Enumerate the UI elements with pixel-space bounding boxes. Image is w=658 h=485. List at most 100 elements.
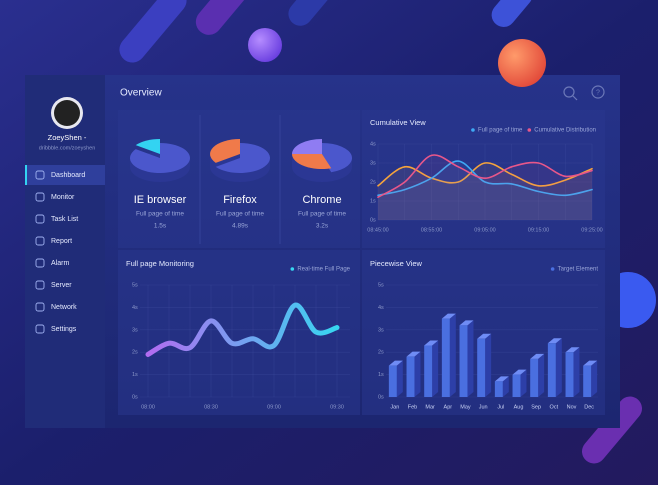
y-tick-label: 2s <box>378 350 384 356</box>
bar <box>424 345 433 397</box>
y-tick-label: 5s <box>132 282 138 288</box>
bar-top <box>512 369 527 375</box>
bar-side <box>449 313 456 397</box>
y-tick-label: 3s <box>132 327 138 333</box>
nav-item[interactable]: Report <box>51 238 72 245</box>
browser-name: IE browser <box>134 194 187 206</box>
decor <box>491 0 533 27</box>
nav-active <box>25 165 105 185</box>
bar-side <box>396 360 403 397</box>
bar <box>512 374 521 397</box>
x-tick-label: Aug <box>514 404 524 410</box>
line-series <box>377 160 593 197</box>
bar-side <box>573 347 580 397</box>
bar-side <box>414 351 421 397</box>
browser-name: Firefox <box>223 194 257 206</box>
user-name: ZoeyShen - <box>48 133 87 142</box>
bar <box>388 365 397 397</box>
bar-top <box>441 313 456 319</box>
legend-swatch <box>471 128 475 132</box>
bar-top <box>530 353 545 359</box>
bar-side <box>538 353 545 397</box>
x-tick-label: Oct <box>550 404 559 410</box>
pie-slice <box>322 143 353 173</box>
bar-side <box>432 340 439 397</box>
bar-side <box>467 320 474 397</box>
nav-icon <box>35 324 45 334</box>
line-area <box>378 154 592 220</box>
x-tick-label: Dec <box>584 404 594 410</box>
legend-label: Real-time Full Page <box>297 267 350 273</box>
nav-icon <box>35 192 45 202</box>
y-tick-label: 1s <box>378 372 384 378</box>
line-area <box>378 162 592 220</box>
x-tick-label: May <box>460 404 471 410</box>
line-series <box>145 302 340 357</box>
decor-orb <box>248 28 282 62</box>
y-tick-label: 0s <box>132 394 138 400</box>
legend-swatch <box>550 267 555 271</box>
x-tick-label: 08:00 <box>141 404 155 410</box>
bar-top <box>494 376 509 382</box>
line-series <box>377 154 593 198</box>
decor-orb <box>498 39 546 87</box>
browser-time: 4.89s <box>232 223 249 230</box>
y-tick-label: 0s <box>370 217 376 223</box>
x-tick-label: Jul <box>497 404 504 410</box>
browser-label: Full page of time <box>298 211 346 218</box>
help-icon[interactable] <box>591 85 605 99</box>
nav-item[interactable]: Dashboard <box>51 172 85 179</box>
bar <box>565 352 574 397</box>
browser-time: 3.2s <box>316 223 329 230</box>
chart-title: Cumulative View <box>370 118 426 127</box>
bar-top <box>547 338 562 344</box>
bar-top <box>477 333 492 339</box>
bar-side <box>591 360 598 397</box>
x-tick-label: 09:05:00 <box>474 227 495 233</box>
decor <box>195 0 251 35</box>
nav: Dashboard Monitor Task List Report Alarm Serv… <box>25 165 105 334</box>
chart-title: Piecewise View <box>370 259 423 268</box>
nav-item[interactable]: Monitor <box>51 194 75 201</box>
y-tick-label: 0s <box>378 394 384 400</box>
bar-side <box>485 333 492 397</box>
chart-card <box>362 110 605 248</box>
y-tick-label: 2s <box>132 350 138 356</box>
legend-swatch <box>290 267 295 271</box>
bar <box>406 356 415 397</box>
y-tick-label: 4s <box>370 141 376 147</box>
browser-name: Chrome <box>302 194 341 206</box>
bar-top <box>424 340 439 346</box>
y-tick-label: 1s <box>370 198 376 204</box>
legend-label: Cumulative Distribution <box>534 128 596 134</box>
decor <box>288 0 336 26</box>
bar <box>583 365 592 397</box>
avatar-photo <box>54 100 80 126</box>
pie-slice <box>292 154 332 169</box>
search-icon[interactable] <box>563 86 575 98</box>
nav-icon <box>35 280 45 290</box>
x-tick-label: Mar <box>425 404 435 410</box>
search-icon-handle <box>572 95 578 101</box>
sidebar <box>25 75 105 428</box>
bar-side <box>520 369 527 397</box>
content: IE browser Full page of time 1.5s Firefox Fu… <box>126 118 603 410</box>
browser-label: Full page of time <box>136 211 184 218</box>
x-tick-label: 09:00 <box>267 404 281 410</box>
bar <box>530 358 539 397</box>
nav-item[interactable]: Alarm <box>51 260 69 267</box>
nav-item[interactable]: Server <box>51 282 72 289</box>
bar-side <box>502 376 509 397</box>
user-url: dribbble.com/zoeyshen <box>39 145 96 151</box>
bar <box>494 381 503 397</box>
nav-item[interactable]: Network <box>51 304 77 311</box>
nav-item[interactable]: Task List <box>51 216 78 223</box>
bar <box>477 338 486 397</box>
nav-item[interactable]: Settings <box>51 326 77 333</box>
decor <box>119 0 187 63</box>
pie-slice <box>215 143 270 173</box>
nav-icon <box>35 258 45 268</box>
y-tick-label: 3s <box>370 160 376 166</box>
